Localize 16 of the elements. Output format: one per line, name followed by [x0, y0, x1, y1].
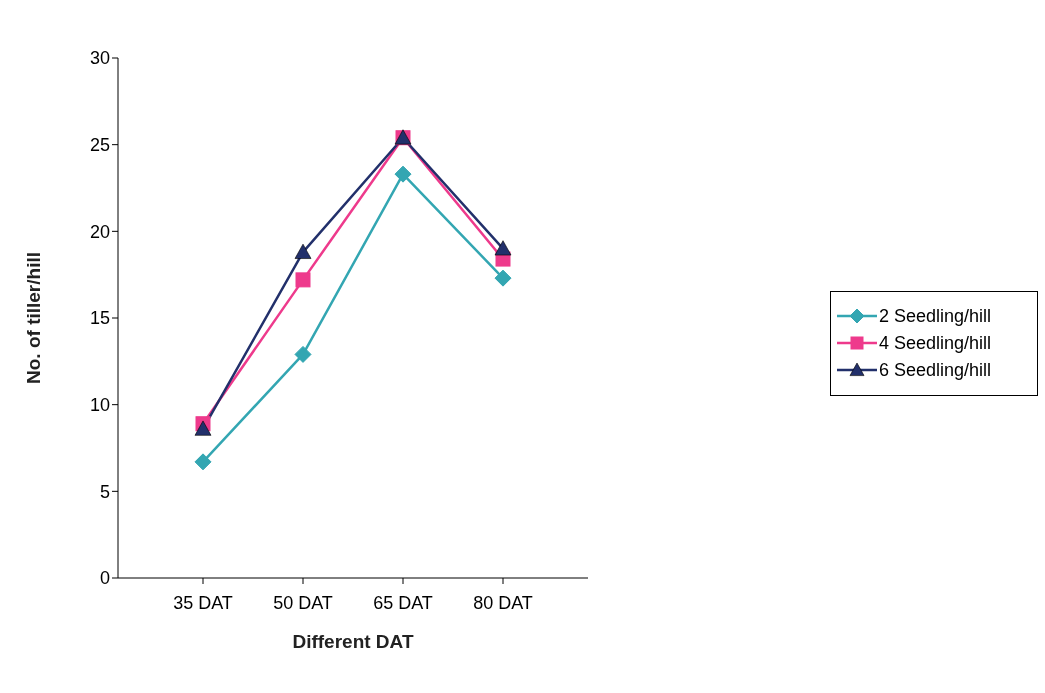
y-tick-label: 0: [99, 568, 110, 589]
y-axis-title: No. of tiller/hill: [22, 252, 44, 384]
x-tick-label: 65 DAT: [373, 592, 433, 613]
x-tick-label: 80 DAT: [473, 592, 533, 613]
legend-label: 6 Seedling/hill: [879, 359, 992, 381]
x-tick-label: 50 DAT: [273, 592, 333, 613]
y-tick-label: 5: [99, 481, 110, 502]
legend-label: 2 Seedling/hill: [879, 305, 992, 327]
x-tick-label: 35 DAT: [173, 592, 233, 613]
legend-label: 4 Seedling/hill: [879, 332, 992, 354]
y-tick-label: 10: [89, 395, 110, 416]
y-tick-label: 20: [89, 221, 110, 242]
y-tick-label: 15: [89, 308, 110, 329]
x-axis-title: Different DAT: [292, 631, 414, 652]
y-tick-label: 30: [89, 48, 110, 69]
y-tick-label: 25: [89, 135, 110, 156]
